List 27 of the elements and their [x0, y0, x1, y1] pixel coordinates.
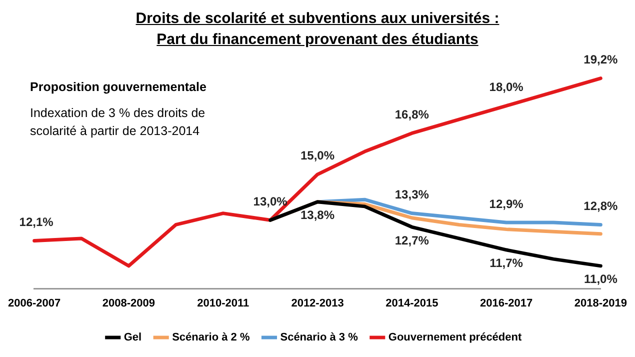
data-label: 13,0% — [253, 194, 288, 208]
data-label: 18,0% — [489, 80, 524, 94]
annotation: Proposition gouvernementale — [30, 79, 206, 96]
chart-title: Droits de scolarité et subventions aux universités : Part du financement provenant des étudiants — [134, 9, 500, 50]
data-label: 13,8% — [300, 208, 335, 222]
x-tick-label: 2018-2019 — [574, 297, 627, 310]
annotation: Indexation de 3 % des droits de scolarité à partir de 2013-2014 — [30, 105, 206, 140]
data-label: 19,2% — [584, 52, 618, 67]
x-tick-label: 2008-2009 — [102, 297, 156, 310]
x-tick-label: 2016-2017 — [480, 297, 533, 310]
data-label: 13,3% — [394, 188, 430, 202]
data-label: 11,0% — [584, 272, 618, 286]
data-label: 12,7% — [394, 233, 430, 248]
x-tick-label: 2014-2015 — [386, 297, 438, 310]
legend-label: Gouvernement précédent — [388, 332, 522, 344]
data-label: 12,1% — [19, 215, 54, 230]
data-label: 11,7% — [490, 256, 524, 270]
legend-label: Gel — [124, 332, 142, 344]
x-tick-label: 2010-2011 — [197, 297, 250, 310]
legend-label: Scénario à 2 % — [172, 332, 250, 344]
data-label: 16,8% — [394, 108, 430, 122]
data-label: 15,0% — [300, 148, 335, 163]
legend-label: Scénario à 3 % — [280, 332, 358, 344]
data-label: 12,8% — [584, 199, 618, 214]
data-label: 12,9% — [489, 196, 524, 211]
x-tick-label: 2006-2007 — [8, 297, 61, 310]
x-tick-label: 2012-2013 — [291, 297, 344, 310]
